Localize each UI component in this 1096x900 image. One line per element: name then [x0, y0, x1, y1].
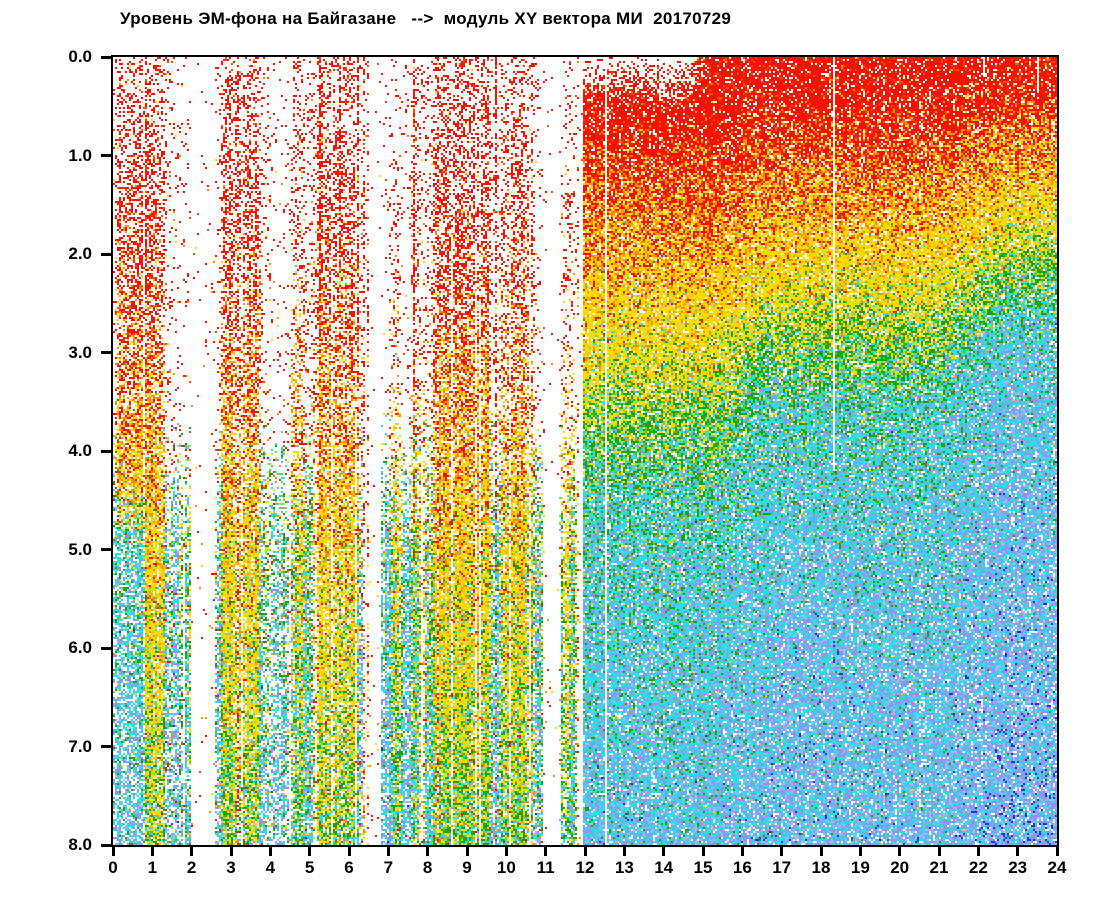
- y-tick-label: 7.0: [68, 736, 92, 756]
- x-tick-mark: [740, 847, 744, 856]
- x-tick-label: 3: [226, 858, 236, 877]
- y-tick-mark: [101, 351, 111, 354]
- x-tick-mark: [1055, 847, 1059, 856]
- x-tick-mark: [1016, 847, 1020, 856]
- x-tick-mark: [347, 847, 351, 856]
- y-tick-label: 6.0: [68, 638, 92, 657]
- x-tick-label: 10: [496, 858, 516, 877]
- y-tick-mark: [101, 55, 111, 59]
- x-tick-label: 1: [147, 858, 158, 877]
- y-tick-label: 2.0: [68, 244, 92, 263]
- x-tick-label: 7: [383, 858, 394, 877]
- y-tick-label: 1.0: [68, 145, 92, 165]
- y-tick-mark: [101, 252, 111, 256]
- y-tick-label: 5.0: [68, 539, 92, 559]
- x-tick-mark: [976, 847, 980, 856]
- x-tick-label: 4: [265, 858, 276, 877]
- x-tick-label: 19: [850, 858, 870, 877]
- x-tick-label: 15: [693, 858, 713, 877]
- x-tick-mark: [111, 847, 115, 856]
- y-tick-mark: [101, 154, 111, 157]
- x-tick-mark: [308, 847, 312, 856]
- x-tick-mark: [268, 847, 272, 856]
- x-tick-label: 6: [344, 858, 354, 877]
- x-tick-label: 16: [732, 858, 752, 877]
- chart-title: Уровень ЭМ-фона на Байгазане --> модуль …: [120, 9, 732, 28]
- x-tick-label: 21: [929, 858, 949, 877]
- y-tick-mark: [101, 548, 111, 551]
- x-tick-label: 22: [968, 858, 988, 877]
- x-tick-mark: [858, 847, 862, 856]
- x-tick-label: 2: [186, 858, 197, 877]
- plot-area: [111, 55, 1059, 847]
- x-tick-mark: [465, 847, 469, 856]
- y-tick-mark: [101, 843, 111, 847]
- x-tick-mark: [898, 847, 902, 856]
- x-tick-label: 17: [772, 858, 792, 877]
- x-tick-mark: [386, 847, 390, 856]
- x-tick-label: 18: [811, 858, 831, 877]
- x-tick-mark: [819, 847, 823, 856]
- y-tick-label: 4.0: [68, 441, 92, 460]
- y-tick-label: 8.0: [68, 835, 92, 854]
- x-tick-mark: [622, 847, 626, 856]
- x-tick-mark: [701, 847, 705, 856]
- x-tick-mark: [937, 847, 941, 856]
- x-tick-mark: [780, 847, 784, 856]
- x-tick-label: 11: [536, 858, 555, 877]
- x-tick-label: 5: [304, 858, 315, 877]
- y-tick-label: 0.0: [68, 47, 92, 66]
- x-tick-mark: [229, 847, 233, 856]
- x-tick-mark: [504, 847, 508, 856]
- x-tick-label: 0: [108, 858, 118, 877]
- y-tick-mark: [101, 745, 111, 748]
- x-tick-mark: [190, 847, 194, 856]
- x-tick-label: 24: [1047, 858, 1067, 877]
- spectrogram-canvas: [113, 57, 1057, 845]
- x-tick-label: 13: [614, 858, 634, 877]
- x-tick-mark: [426, 847, 430, 856]
- y-tick-label: 3.0: [68, 342, 92, 362]
- x-tick-label: 23: [1008, 858, 1028, 877]
- x-tick-label: 20: [890, 858, 910, 877]
- y-tick-mark: [101, 646, 111, 650]
- x-tick-label: 8: [422, 858, 433, 877]
- x-tick-mark: [150, 847, 154, 856]
- x-tick-mark: [544, 847, 548, 856]
- x-tick-label: 9: [462, 858, 472, 877]
- x-tick-mark: [583, 847, 587, 856]
- x-tick-label: 14: [654, 858, 674, 877]
- x-tick-label: 12: [575, 858, 595, 877]
- y-tick-mark: [101, 449, 111, 453]
- x-tick-mark: [662, 847, 666, 856]
